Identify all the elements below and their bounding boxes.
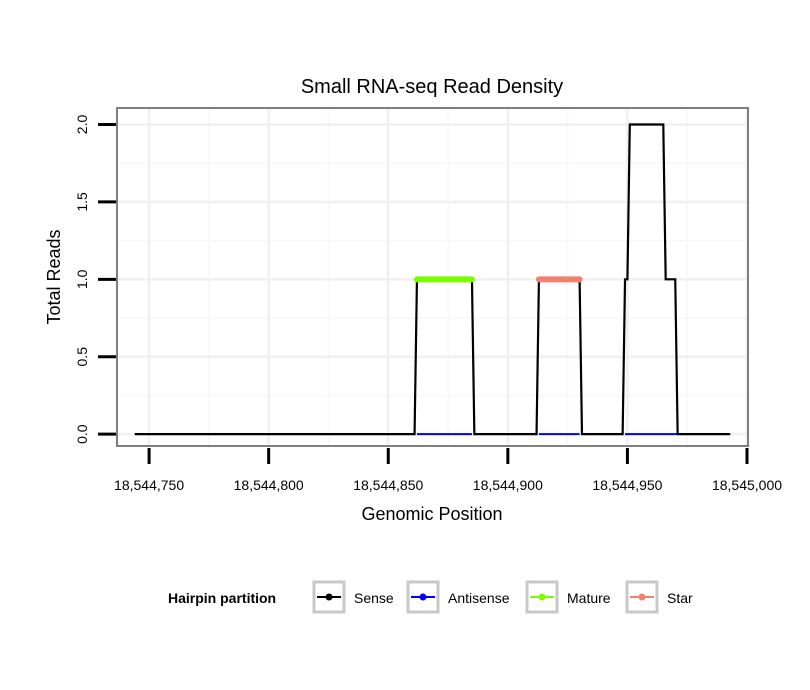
legend-label-star: Star [667,590,693,606]
legend-label-antisense: Antisense [448,590,510,606]
legend-title: Hairpin partition [168,590,276,606]
legend-item-sense: Sense [312,580,394,614]
plot-panel-border [116,107,749,447]
x-tick-label: 18,544,900 [473,477,543,493]
legend-key-dot [638,593,646,601]
legend-key-dot [538,593,546,601]
legend: Hairpin partition Sense Antisense Mature St… [168,580,693,614]
y-tick-label: 0.0 [74,424,90,444]
y-tick-label: 1.0 [74,269,90,289]
legend-key-dot [419,593,427,601]
legend-label-mature: Mature [567,590,611,606]
x-tick-label: 18,544,850 [353,477,423,493]
x-tick-label: 18,545,000 [712,477,782,493]
x-tick-label: 18,544,800 [234,477,304,493]
legend-item-star: Star [625,580,693,614]
y-tick-label: 0.5 [74,347,90,367]
legend-key-dot [325,593,333,601]
y-tick-label: 2.0 [74,115,90,135]
chart-title: Small RNA-seq Read Density [301,76,563,98]
x-tick-label: 18,544,750 [114,477,184,493]
y-axis-label: Total Reads [44,229,64,324]
y-axis: 0.0 0.5 1.0 1.5 2.0 [74,115,116,444]
legend-label-sense: Sense [354,590,394,606]
x-tick-label: 18,544,950 [592,477,662,493]
x-axis-label: Genomic Position [361,504,502,524]
legend-item-antisense: Antisense [406,580,510,614]
x-axis: 18,544,750 18,544,800 18,544,850 18,544,900… [114,448,782,493]
y-tick-label: 1.5 [74,192,90,212]
legend-item-mature: Mature [525,580,611,614]
series-layer [134,123,731,436]
